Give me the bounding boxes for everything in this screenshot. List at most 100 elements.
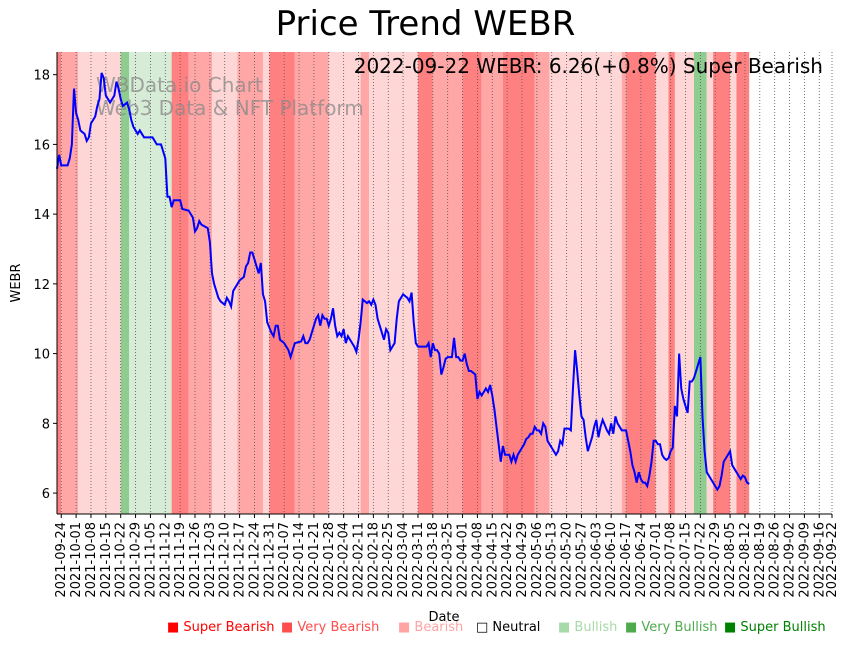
- x-tick-label: 2022-01-14: [292, 522, 307, 598]
- sentiment-band: [534, 52, 550, 514]
- price-line: [56, 72, 750, 492]
- x-tick-label: 2021-12-17: [233, 522, 248, 598]
- sentiment-band: [360, 52, 370, 514]
- x-tick-label: 2022-07-01: [649, 522, 664, 598]
- sentiment-band: [269, 52, 295, 514]
- x-tick-label: 2022-03-25: [441, 522, 456, 598]
- legend-item-very-bearish: ■ Very Bearish: [281, 620, 380, 635]
- sentiment-band: [674, 52, 694, 514]
- x-tick-label: 2022-09-02: [783, 522, 798, 598]
- sentiment-band: [417, 52, 433, 514]
- legend-item-very-bullish: ■ Very Bullish: [625, 620, 718, 635]
- x-tick-label: 2021-11-19: [173, 522, 188, 598]
- x-tick-label: 2022-08-05: [723, 522, 738, 598]
- x-tick-label: 2022-04-01: [456, 522, 471, 598]
- y-tick-label: 10: [33, 348, 50, 363]
- x-tick-label: 2022-07-08: [664, 522, 679, 598]
- sentiment-band: [668, 52, 675, 514]
- axes: [56, 52, 832, 515]
- vertical-gridlines: [60, 52, 833, 514]
- sentiment-band: [61, 52, 79, 514]
- y-tick-label: 6: [42, 487, 50, 502]
- legend-item-neutral: □ Neutral: [476, 620, 541, 635]
- x-tick-label: 2021-10-15: [99, 522, 114, 598]
- x-tick-label: 2022-01-07: [277, 522, 292, 598]
- sentiment-band: [369, 52, 418, 514]
- sentiment-band: [713, 52, 731, 514]
- x-tick-label: 2022-04-15: [485, 522, 500, 598]
- sentiment-band: [462, 52, 482, 514]
- x-tick-label: 2022-03-11: [411, 522, 426, 598]
- x-tick-label: 2022-01-21: [307, 522, 322, 598]
- x-tick-label: 2021-12-24: [247, 522, 262, 598]
- x-tick-label: 2021-12-03: [203, 522, 218, 598]
- y-tick-label: 16: [33, 138, 50, 153]
- x-tick-label: 2022-05-13: [545, 522, 560, 598]
- y-tick-label: 12: [33, 278, 50, 293]
- x-tick-label: 2022-04-08: [470, 522, 485, 598]
- x-tick-label: 2022-06-24: [634, 522, 649, 598]
- sentiment-band: [502, 52, 535, 514]
- x-tick-label: 2021-09-24: [54, 522, 69, 598]
- y-tick-label: 18: [33, 69, 50, 84]
- x-tick-label: 2022-06-10: [604, 522, 619, 598]
- x-tick-label: 2022-09-22: [825, 522, 840, 598]
- x-tick-label: 2022-05-06: [530, 522, 545, 598]
- x-tick-label: 2022-09-16: [812, 522, 827, 598]
- x-tick-label: 2022-01-28: [322, 522, 337, 598]
- x-axis-ticks: 2021-09-24 2021-10-01 2021-10-08 2021-10-15…: [54, 514, 840, 598]
- x-tick-label: 2021-12-31: [262, 522, 277, 598]
- y-tick-label: 8: [42, 417, 50, 432]
- x-tick-label: 2022-02-11: [352, 522, 367, 598]
- x-tick-label: 2022-05-27: [574, 522, 589, 598]
- x-tick-label: 2022-02-18: [366, 522, 381, 598]
- x-tick-label: 2021-10-08: [84, 522, 99, 598]
- x-tick-label: 2022-06-03: [589, 522, 604, 598]
- sentiment-band: [120, 52, 130, 514]
- chart-title: Price Trend WEBR: [275, 4, 576, 44]
- x-tick-label: 2022-08-19: [753, 522, 768, 598]
- x-tick-label: 2022-04-29: [515, 522, 530, 598]
- sentiment-band: [262, 52, 270, 514]
- y-axis-label: WEBR: [9, 263, 24, 302]
- sentiment-bands: [57, 52, 750, 514]
- x-tick-label: 2021-10-22: [114, 522, 129, 598]
- y-axis-ticks: 6 8 10 12 14 16 18: [33, 69, 57, 502]
- sentiment-band: [566, 52, 622, 514]
- sentiment-band: [328, 52, 361, 514]
- x-tick-label: 2021-10-29: [129, 522, 144, 598]
- sentiment-band: [730, 52, 737, 514]
- x-tick-label: 2022-07-22: [693, 522, 708, 598]
- legend-item-super-bearish: ■ Super Bearish: [167, 620, 275, 635]
- x-tick-label: 2021-12-10: [218, 522, 233, 598]
- x-tick-label: 2022-03-04: [396, 522, 411, 598]
- legend: ■ Super Bearish ■ Very Bearish ■ Bearish □ …: [0, 620, 851, 640]
- x-tick-label: 2021-11-05: [143, 522, 158, 598]
- sentiment-band: [188, 52, 212, 514]
- sentiment-band: [655, 52, 669, 514]
- x-tick-label: 2022-05-20: [560, 522, 575, 598]
- x-tick-label: 2022-07-29: [708, 522, 723, 598]
- price-annotation: 2022-09-22 WEBR: 6.26(+0.8%) Super Beari…: [354, 54, 823, 78]
- x-tick-label: 2022-02-04: [337, 522, 352, 598]
- x-tick-label: 2022-02-25: [381, 522, 396, 598]
- legend-item-super-bullish: ■ Super Bullish: [724, 620, 826, 635]
- sentiment-band: [294, 52, 329, 514]
- sentiment-band: [621, 52, 627, 514]
- sentiment-band: [736, 52, 750, 514]
- sentiment-band: [706, 52, 714, 514]
- x-axis-label: Date: [428, 610, 459, 625]
- x-tick-label: 2022-08-26: [768, 522, 783, 598]
- sentiment-band: [237, 52, 263, 514]
- y-tick-label: 14: [33, 208, 50, 223]
- x-tick-label: 2022-07-15: [678, 522, 693, 598]
- x-tick-label: 2022-03-18: [426, 522, 441, 598]
- sentiment-band: [141, 52, 172, 514]
- x-tick-label: 2022-09-09: [797, 522, 812, 598]
- x-tick-label: 2021-10-01: [69, 522, 84, 598]
- x-tick-label: 2021-11-12: [158, 522, 173, 598]
- x-tick-label: 2022-08-12: [738, 522, 753, 598]
- sentiment-band: [549, 52, 567, 514]
